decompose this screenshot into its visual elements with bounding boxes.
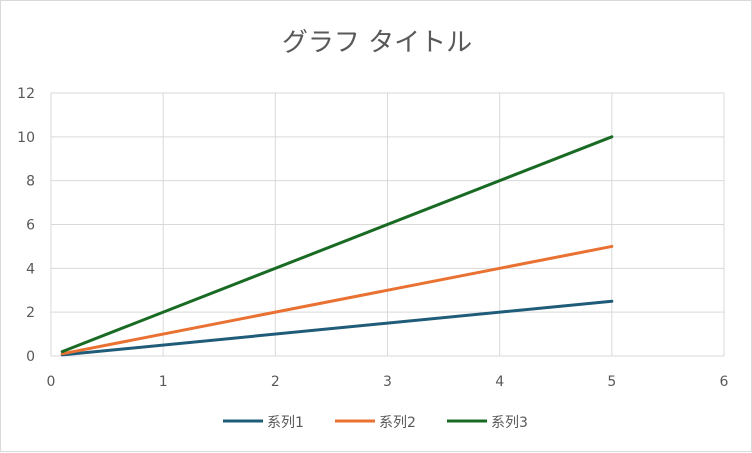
y-tick-label: 6	[26, 218, 35, 234]
legend-label-2: 系列2	[379, 415, 416, 431]
x-tick-label: 5	[607, 374, 616, 390]
y-tick-label: 4	[26, 261, 35, 277]
y-tick-label: 12	[17, 86, 35, 102]
x-tick-label: 0	[47, 374, 56, 390]
x-tick-label: 6	[720, 374, 729, 390]
y-tick-label: 2	[26, 305, 35, 321]
legend-label-3: 系列3	[491, 415, 528, 431]
legend-label-1: 系列1	[267, 415, 304, 431]
chart-title: グラフ タイトル	[282, 28, 472, 58]
series-line-1	[60, 299, 614, 357]
series-line-3	[60, 135, 614, 354]
x-tick-label: 2	[271, 374, 280, 390]
y-tick-label: 0	[26, 349, 35, 365]
x-tick-label: 3	[383, 374, 392, 390]
x-tick-label: 1	[159, 374, 168, 390]
legend: 系列1 系列2 系列3	[223, 415, 528, 431]
y-tick-label: 8	[26, 174, 35, 190]
x-tick-label: 4	[495, 374, 504, 390]
series-lines	[60, 135, 614, 357]
series-line-2	[60, 244, 614, 356]
gridlines	[50, 92, 725, 357]
y-tick-label: 10	[17, 130, 35, 146]
